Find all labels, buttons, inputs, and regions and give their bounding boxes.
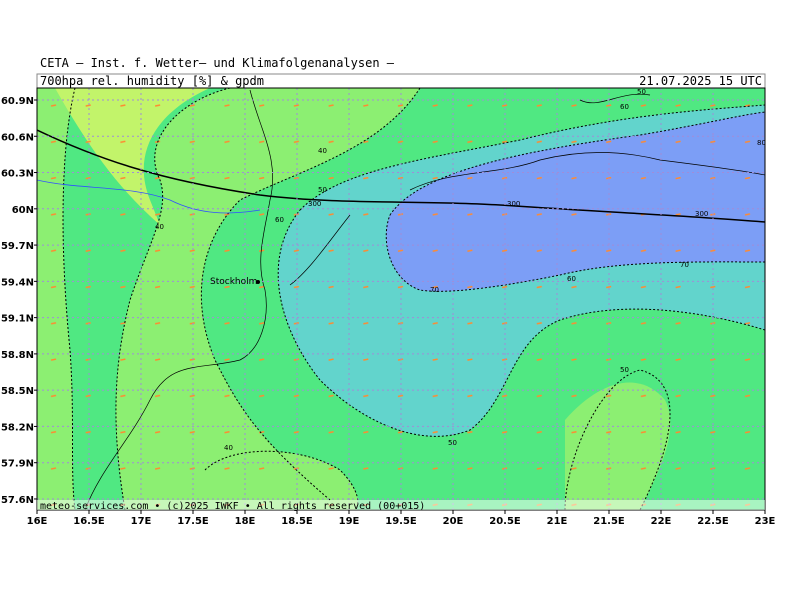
footer: meteo-services.com • (c)2025 IWKF • All … xyxy=(40,501,425,512)
lat-label: 59.1N xyxy=(1,314,34,325)
lon-label: 20.5E xyxy=(489,516,521,527)
lon-label: 21E xyxy=(547,516,568,527)
lat-label: 58.5N xyxy=(1,386,34,397)
contour-label: 50 xyxy=(448,439,457,447)
lon-label: 16E xyxy=(27,516,48,527)
contour-40 xyxy=(62,88,231,510)
contour-label: 70 xyxy=(430,286,439,294)
geopotential-300 xyxy=(37,129,765,223)
map-area xyxy=(37,88,765,510)
lat-label: 57.6N xyxy=(1,495,34,506)
contour-label: 50 xyxy=(637,88,646,96)
lon-label: 17E xyxy=(131,516,152,527)
contour-60 xyxy=(277,209,765,437)
lon-label: 18E xyxy=(235,516,256,527)
contour-label: 70 xyxy=(680,261,689,269)
lon-label: 21.5E xyxy=(593,516,625,527)
lon-label: 20E xyxy=(443,516,464,527)
contour-label: 50 xyxy=(620,366,629,374)
border xyxy=(37,179,261,214)
lat-label: 60.9N xyxy=(1,96,34,107)
contour-40-50 xyxy=(204,369,671,510)
contour-label: 60 xyxy=(567,275,576,283)
contour-label: 300 xyxy=(695,210,708,218)
lon-label: 18.5E xyxy=(281,516,313,527)
coastline xyxy=(84,89,765,510)
contour-label: 300 xyxy=(507,200,520,208)
lon-label: 19E xyxy=(339,516,360,527)
lat-label: 57.9N xyxy=(1,459,34,470)
contour-labels: 40 40 40 50 50 50 50 60 60 60 70 70 80 3… xyxy=(155,88,766,452)
lat-label: 58.8N xyxy=(1,350,34,361)
contour-label: 40 xyxy=(318,147,327,155)
contour-label: 60 xyxy=(620,103,629,111)
header-time: 21.07.2025 15 UTC xyxy=(639,74,762,88)
lat-label: 60.6N xyxy=(1,132,34,143)
lat-label: 59.7N xyxy=(1,241,34,252)
axes: 60.9N 60.6N 60.3N 60N 59.7N 59.4N 59.1N 58.8N 58… xyxy=(1,96,776,527)
lon-label: 17.5E xyxy=(177,516,209,527)
lon-label: 22.5E xyxy=(697,516,729,527)
lon-label: 22E xyxy=(651,516,672,527)
contour-label: 80 xyxy=(757,139,766,147)
lat-label: 60N xyxy=(12,205,34,216)
header-field: 700hpa_rel._humidity_[%]_&_gpdm xyxy=(40,74,264,88)
contour-70 xyxy=(385,111,765,292)
graticule xyxy=(37,88,765,510)
contour-label: 50 xyxy=(318,186,327,194)
lat-label: 59.4N xyxy=(1,277,34,288)
contour-label: 60 xyxy=(275,216,284,224)
city-label: Stockholm xyxy=(210,277,257,287)
lon-label: 16.5E xyxy=(73,516,105,527)
lon-label: 23E xyxy=(755,516,776,527)
lat-label: 60.3N xyxy=(1,169,34,180)
footer-bar xyxy=(37,500,765,510)
contour-label: 300 xyxy=(308,200,321,208)
lon-label: 19.5E xyxy=(385,516,417,527)
contour-60 xyxy=(299,104,765,211)
contour-label: 40 xyxy=(155,223,164,231)
contour-label: 40 xyxy=(224,444,233,452)
lat-label: 58.2N xyxy=(1,422,34,433)
header-title: CETA — Inst. f. Wetter— und Klimafolgena… xyxy=(40,56,395,70)
city-marker xyxy=(256,280,260,284)
